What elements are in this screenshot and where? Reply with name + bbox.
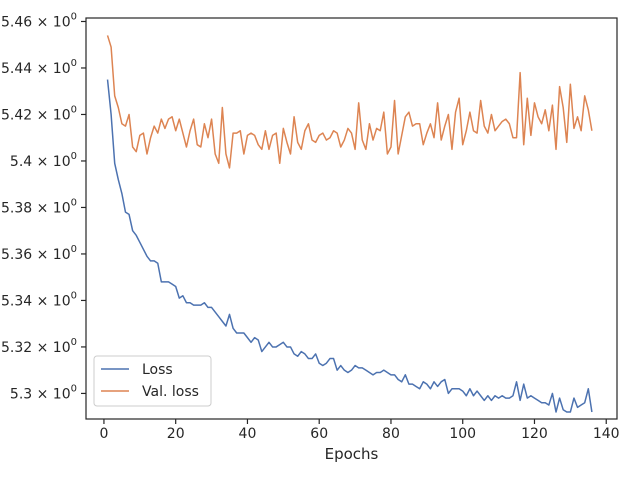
x-axis: 0 20 40 60 80 100 120 140 bbox=[99, 419, 620, 442]
series-line-2 bbox=[106, 35, 593, 169]
y-tick-label: 5.42 × 100 bbox=[1, 104, 77, 123]
series-line-1 bbox=[106, 79, 593, 413]
y-tick-label: 5.36 × 100 bbox=[1, 244, 77, 263]
x-tick-label: 60 bbox=[310, 426, 328, 442]
legend-entry-1: Loss bbox=[142, 362, 173, 378]
y-axis: 5.3 × 100 5.32 × 100 5.34 × 100 5.36 × 100 5… bbox=[1, 11, 86, 402]
x-tick-label: 80 bbox=[382, 426, 400, 442]
y-tick-label: 5.34 × 100 bbox=[1, 290, 77, 309]
y-tick-label: 5.44 × 100 bbox=[1, 58, 77, 77]
y-tick-label: 5.32 × 100 bbox=[1, 337, 77, 356]
x-tick-label: 40 bbox=[239, 426, 257, 442]
x-tick-label: 140 bbox=[593, 426, 620, 442]
x-tick-label: 120 bbox=[521, 426, 548, 442]
y-tick-label: 5.46 × 100 bbox=[1, 11, 77, 30]
legend-entry-2: Val. loss bbox=[142, 384, 199, 400]
x-tick-label: 100 bbox=[449, 426, 476, 442]
x-tick-label: 20 bbox=[167, 426, 185, 442]
plot-frame bbox=[85, 17, 618, 420]
x-axis-label: Epochs bbox=[325, 445, 379, 463]
y-tick-label: 5.4 × 100 bbox=[10, 151, 77, 170]
x-tick-label: 0 bbox=[99, 426, 108, 442]
y-tick-label: 5.3 × 100 bbox=[10, 383, 77, 402]
y-tick-label: 5.38 × 100 bbox=[1, 197, 77, 216]
legend: Loss Val. loss bbox=[93, 355, 212, 407]
plot-lines bbox=[106, 35, 593, 413]
